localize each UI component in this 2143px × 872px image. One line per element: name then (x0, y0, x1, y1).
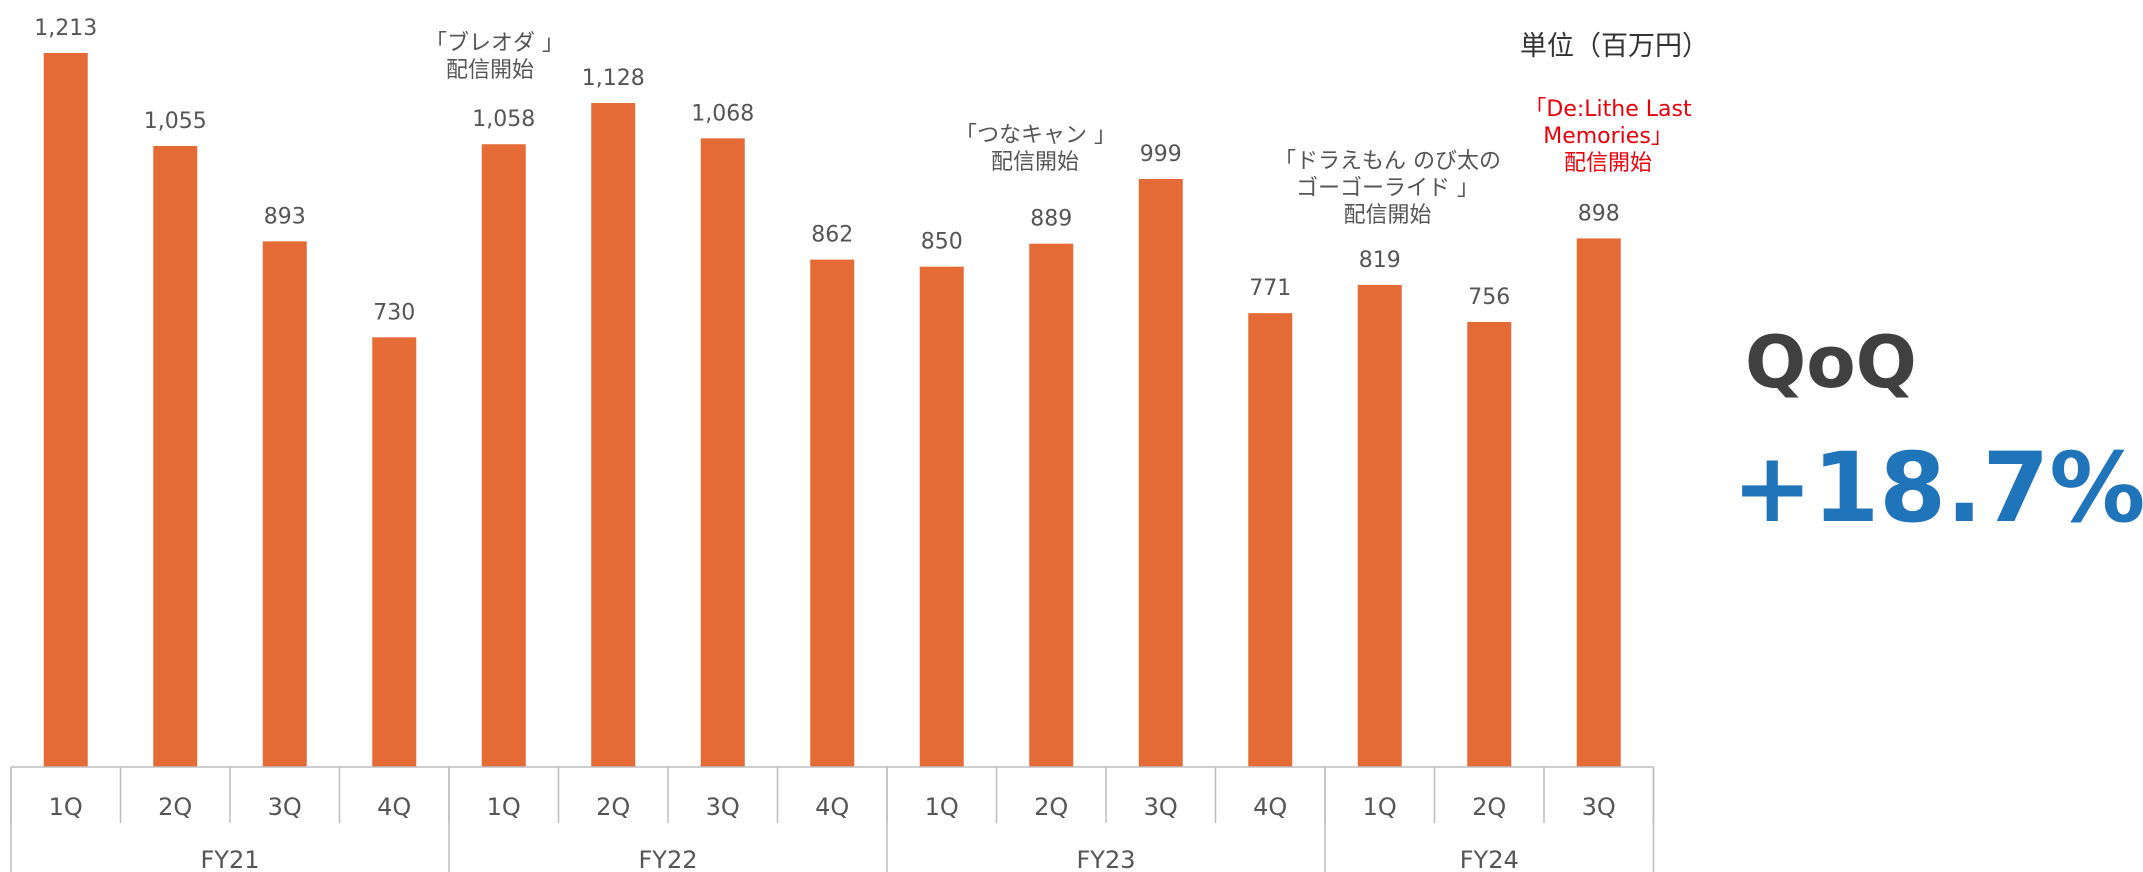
bar (920, 267, 964, 767)
annotation-line: 配信開始 (1513, 150, 1703, 177)
category-label: 2Q (158, 793, 192, 821)
category-label: 1Q (1363, 793, 1397, 821)
qoq-label: QoQ (1745, 320, 1917, 404)
unit-label: 単位（百万円） (1520, 24, 1709, 63)
annotation-breoda-launch: 「ブレオダ 」 配信開始 (425, 30, 555, 84)
bar (372, 337, 416, 767)
category-label: 1Q (487, 793, 521, 821)
value-label: 850 (921, 230, 963, 255)
value-label: 1,068 (691, 101, 754, 126)
bar (153, 146, 197, 767)
bar (591, 103, 635, 767)
annotation-delithe-launch: 「De:Lithe Last Memories」 配信開始 (1513, 96, 1703, 177)
annotation-line: 「ブレオダ 」 (425, 30, 555, 57)
bar (263, 241, 307, 767)
category-label: 4Q (1253, 793, 1287, 821)
category-label: 1Q (49, 793, 83, 821)
value-label: 1,055 (144, 109, 207, 134)
bar (44, 53, 88, 767)
category-label: 2Q (1034, 793, 1068, 821)
category-label: 2Q (1472, 793, 1506, 821)
value-label: 893 (264, 204, 306, 229)
category-label: 3Q (268, 793, 302, 821)
category-label: 4Q (377, 793, 411, 821)
annotation-line: ゴーゴーライド 」 (1270, 175, 1505, 202)
group-label: FY23 (1076, 846, 1135, 872)
annotation-line: 「つなキャン 」 (955, 122, 1115, 149)
bar (1577, 238, 1621, 767)
value-label: 1,213 (34, 16, 97, 41)
value-label: 771 (1249, 276, 1291, 301)
annotation-tsunacan-launch: 「つなキャン 」 配信開始 (955, 122, 1115, 176)
bar (1467, 322, 1511, 767)
value-label: 730 (373, 300, 415, 325)
group-label: FY24 (1460, 846, 1519, 872)
bar (1248, 313, 1292, 767)
annotation-line: Memories」 (1513, 123, 1703, 150)
value-label: 889 (1030, 207, 1072, 232)
bar (701, 138, 745, 767)
category-label: 3Q (1582, 793, 1616, 821)
value-label: 898 (1578, 201, 1620, 226)
group-label: FY22 (638, 846, 697, 872)
category-label: 3Q (706, 793, 740, 821)
value-label: 1,128 (582, 66, 645, 91)
annotation-line: 配信開始 (425, 57, 555, 84)
value-label: 862 (811, 223, 853, 248)
bar (810, 260, 854, 767)
annotation-line: 配信開始 (1270, 202, 1505, 229)
category-label: 4Q (815, 793, 849, 821)
annotation-line: 配信開始 (955, 149, 1115, 176)
annotation-doraemon-launch: 「ドラえもん のび太の ゴーゴーライド 」 配信開始 (1270, 148, 1505, 229)
bar (1029, 244, 1073, 767)
bar (482, 144, 526, 767)
annotation-line: 「ドラえもん のび太の (1270, 148, 1505, 175)
value-label: 999 (1140, 142, 1182, 167)
category-label: 2Q (596, 793, 630, 821)
value-label: 1,058 (472, 107, 535, 132)
category-label: 1Q (925, 793, 959, 821)
bar (1139, 179, 1183, 767)
group-label: FY21 (200, 846, 259, 872)
qoq-value: +18.7% (1732, 432, 2143, 544)
annotation-line: 「De:Lithe Last (1513, 96, 1703, 123)
category-label: 3Q (1144, 793, 1178, 821)
value-label: 819 (1359, 248, 1401, 273)
bar (1358, 285, 1402, 767)
value-label: 756 (1468, 285, 1510, 310)
